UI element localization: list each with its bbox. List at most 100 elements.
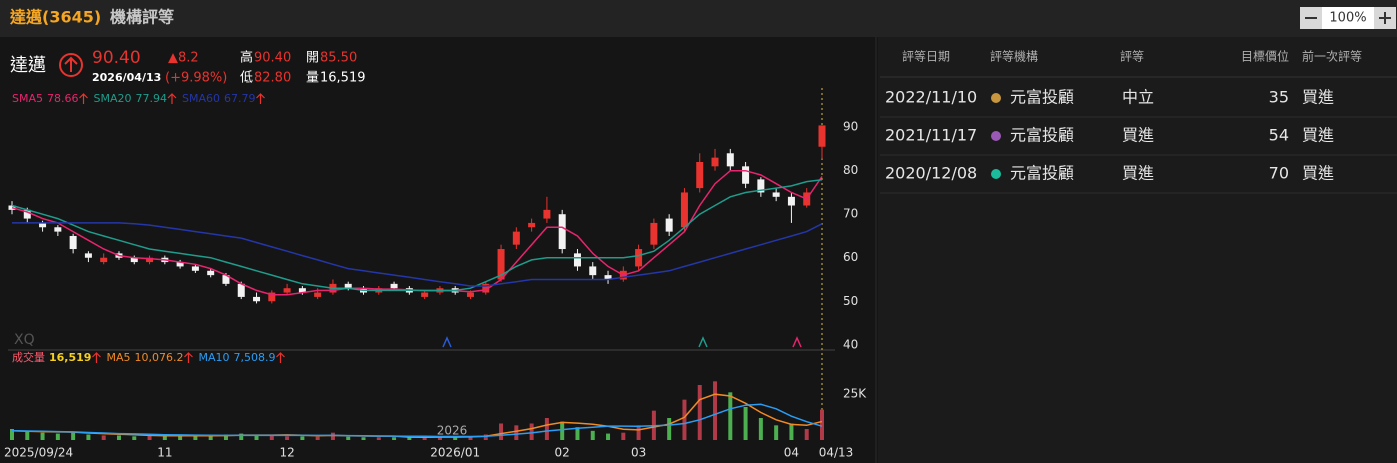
volume-bar [728, 392, 733, 440]
candle-body [711, 157, 719, 167]
candle-body [237, 283, 245, 297]
volume-bar [499, 423, 504, 440]
volume-bar [590, 430, 595, 440]
x-tick-label: 04/13 [819, 446, 854, 460]
up-arrow [276, 352, 285, 363]
candle-body [390, 283, 398, 289]
volume-bar [560, 421, 565, 440]
volume-bar [361, 437, 366, 440]
candle-body [528, 222, 536, 228]
volume-value: 16,519 [320, 71, 366, 86]
volume-bar [407, 437, 412, 440]
volume-bar [697, 385, 702, 440]
volume-bar [575, 427, 580, 440]
rating-dot [991, 93, 1001, 103]
low-value: 82.80 [254, 71, 291, 86]
y-tick-label: 90 [843, 120, 858, 134]
column-header: 評等日期 [902, 49, 950, 64]
volume-bar [392, 437, 397, 440]
candle-body [8, 205, 16, 210]
candle-body [497, 249, 505, 280]
legend-name: SMA20 [94, 92, 132, 105]
candle-body [344, 283, 352, 289]
watermark: XQ [14, 332, 35, 348]
table-cell: 元富投顧 [1010, 126, 1074, 145]
quote-date: 2026/04/13 [92, 71, 161, 84]
moving-average-line [12, 222, 823, 287]
volume-bar [437, 436, 442, 440]
volume-bar [758, 418, 763, 440]
signal-marker [698, 336, 708, 348]
legend-name: SMA5 [12, 92, 43, 105]
volume-bar [621, 432, 626, 440]
up-icon-arrow [64, 56, 78, 72]
volume-bar [483, 434, 488, 440]
legend-value: 16,519 [49, 351, 91, 364]
volume-bar [86, 434, 91, 440]
candle-body [23, 209, 31, 219]
candle-body [573, 253, 581, 267]
volume-bar [162, 436, 167, 440]
candle-body [650, 222, 658, 245]
volume-bar [315, 436, 320, 440]
candle-body [680, 192, 688, 228]
volume-bar [208, 436, 213, 440]
up-arrow [79, 93, 88, 104]
volume-bar [132, 436, 137, 440]
candle-body [604, 275, 612, 280]
candle-body [314, 292, 322, 297]
volume-bar [178, 435, 183, 440]
volume-average-line [11, 403, 823, 438]
volume-bar [514, 425, 519, 440]
zoom-value-box [1322, 7, 1374, 29]
candle-body [787, 196, 795, 206]
last-price: 90.40 [92, 48, 141, 68]
year-label: 2026 [437, 424, 468, 438]
signal-marker [442, 336, 452, 348]
column-header: 目標價位 [1241, 49, 1289, 64]
x-tick-label: 03 [631, 446, 646, 460]
rating-dot [991, 169, 1001, 179]
candle-body [772, 192, 780, 197]
x-tick-label: 04 [784, 446, 799, 460]
volume-bar [300, 436, 305, 440]
volume-bar [636, 425, 641, 440]
price-change-pct: (+9.98%) [165, 71, 227, 86]
rating-dot [991, 131, 1001, 141]
rating-panel [878, 37, 1397, 463]
stock-name: 達邁 [10, 55, 46, 76]
legend-name: SMA60 [182, 92, 220, 105]
volume-label: 量 [306, 71, 319, 86]
up-arrow [167, 93, 177, 104]
up-arrow [92, 352, 101, 363]
column-header: 評等 [1120, 49, 1144, 64]
table-cell: 2021/11/17 [885, 126, 977, 145]
candle-body [665, 218, 673, 232]
candle-body [39, 222, 47, 228]
volume-bar [330, 432, 335, 440]
high-value: 90.40 [254, 51, 291, 66]
volume-bar [544, 418, 549, 440]
table-cell: 2020/12/08 [885, 164, 977, 183]
candle-body [421, 292, 429, 297]
up-icon [59, 53, 83, 77]
volume-bar [254, 434, 259, 440]
volume-bar [743, 407, 748, 440]
volume-average-line [11, 393, 823, 439]
y-tick-label: 60 [843, 250, 858, 264]
table-cell: 2022/11/10 [885, 88, 977, 107]
column-header: 評等機構 [990, 49, 1038, 64]
legend-name: MA10 [198, 351, 229, 364]
table-cell: 買進 [1122, 126, 1154, 145]
volume-bar [667, 418, 672, 440]
volume-bar [820, 409, 824, 440]
legend-value: 7,508.9 [233, 351, 275, 364]
table-cell: 元富投顧 [1010, 88, 1074, 107]
table-cell: 買進 [1122, 164, 1154, 183]
legend-value: 77.94 [136, 92, 168, 105]
candle-body [298, 288, 306, 293]
volume-bar [682, 399, 687, 440]
volume-bar [55, 433, 60, 440]
